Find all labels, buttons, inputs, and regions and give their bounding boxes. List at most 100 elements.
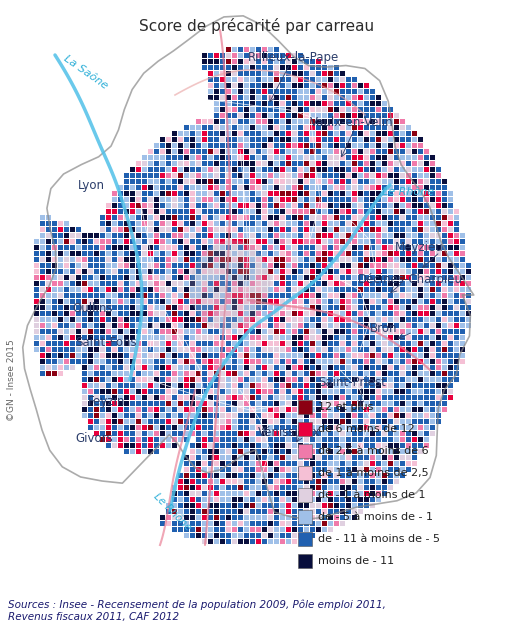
Bar [364, 155, 369, 160]
Bar [442, 191, 447, 196]
Bar [220, 341, 225, 346]
Bar [268, 245, 273, 250]
Bar [52, 329, 57, 334]
Bar [262, 65, 267, 70]
Bar [256, 83, 261, 88]
Bar [250, 53, 255, 58]
Bar [124, 443, 129, 448]
Bar [406, 419, 411, 424]
Bar [328, 131, 333, 136]
Bar [280, 59, 285, 64]
Bar [250, 269, 255, 274]
Bar [430, 173, 435, 178]
Bar [166, 407, 171, 412]
Bar [394, 455, 399, 460]
Bar [376, 485, 381, 490]
Bar [286, 395, 291, 400]
Bar [46, 305, 51, 310]
Bar [244, 119, 249, 124]
Bar [286, 119, 291, 124]
Bar [154, 155, 159, 160]
Bar [334, 233, 339, 238]
Bar [82, 305, 87, 310]
Bar [262, 287, 267, 292]
Bar [460, 263, 465, 268]
Bar [298, 389, 303, 394]
Bar [370, 245, 375, 250]
Bar [334, 71, 339, 76]
Bar [280, 353, 285, 358]
Bar [364, 101, 369, 106]
Bar [58, 305, 63, 310]
Bar [226, 329, 231, 334]
Bar [328, 89, 333, 94]
Bar [226, 197, 231, 202]
Bar [52, 371, 57, 376]
Bar [316, 323, 321, 328]
Bar [238, 485, 243, 490]
Bar [424, 287, 429, 292]
Bar [382, 185, 387, 190]
Bar [304, 377, 309, 382]
Bar [382, 365, 387, 370]
Bar [58, 329, 63, 334]
Bar [64, 281, 69, 286]
Bar [268, 491, 273, 496]
Bar [34, 317, 39, 322]
Bar [400, 143, 405, 148]
Bar [358, 269, 363, 274]
Bar [322, 119, 327, 124]
Bar [106, 395, 111, 400]
Bar [226, 443, 231, 448]
Bar [262, 209, 267, 214]
Bar [250, 395, 255, 400]
Bar [256, 473, 261, 478]
Bar [364, 191, 369, 196]
Bar [172, 329, 177, 334]
Bar [340, 215, 345, 220]
Bar [322, 521, 327, 526]
Bar [286, 101, 291, 106]
Bar [130, 215, 135, 220]
Bar [88, 293, 93, 298]
Bar [202, 215, 207, 220]
Bar [352, 425, 357, 430]
Bar [250, 209, 255, 214]
Bar [316, 119, 321, 124]
Bar [436, 359, 441, 364]
Bar [250, 473, 255, 478]
Bar [124, 197, 129, 202]
Bar [370, 95, 375, 100]
Bar [34, 299, 39, 304]
Bar [184, 527, 189, 532]
Bar [370, 353, 375, 358]
Bar [148, 257, 153, 262]
Bar [202, 59, 207, 64]
Bar [256, 95, 261, 100]
Bar [394, 359, 399, 364]
Bar [214, 215, 219, 220]
Bar [238, 461, 243, 466]
Bar [268, 377, 273, 382]
Bar [322, 155, 327, 160]
Bar [352, 509, 357, 514]
Bar [136, 431, 141, 436]
Bar [238, 215, 243, 220]
Bar [310, 425, 315, 430]
Bar [376, 95, 381, 100]
Bar [124, 371, 129, 376]
Bar [40, 305, 45, 310]
Bar [154, 185, 159, 190]
Bar [268, 395, 273, 400]
Bar [442, 185, 447, 190]
Bar [238, 197, 243, 202]
Bar [436, 167, 441, 172]
Bar [400, 227, 405, 232]
Bar [280, 197, 285, 202]
Bar [274, 269, 279, 274]
Bar [148, 275, 153, 280]
Bar [316, 401, 321, 406]
Bar [256, 485, 261, 490]
Bar [400, 335, 405, 340]
Bar [250, 77, 255, 82]
